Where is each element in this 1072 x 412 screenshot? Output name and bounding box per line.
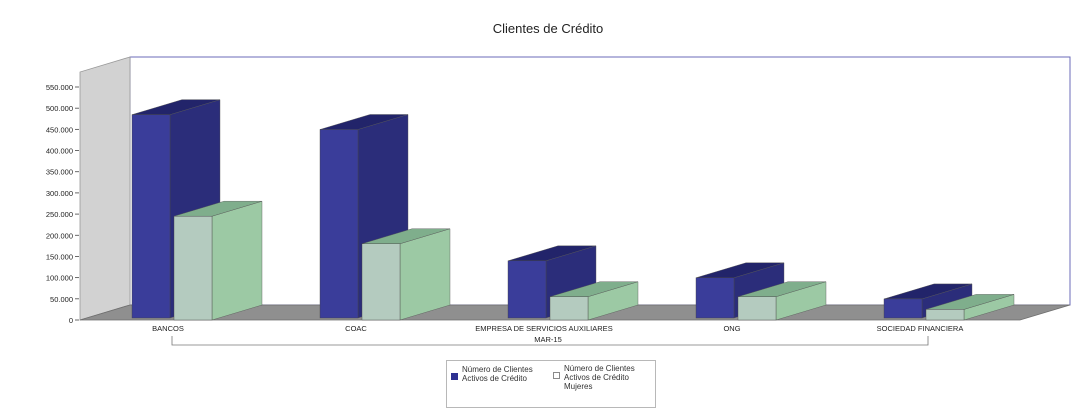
y-tick-label: 50.000 — [50, 295, 73, 304]
y-tick-label: 250.000 — [46, 210, 73, 219]
chart-title: Clientes de Crédito — [493, 21, 604, 36]
y-tick-label: 550.000 — [46, 83, 73, 92]
bar-mujeres-side — [399, 228, 451, 321]
y-tick-label: 400.000 — [46, 147, 73, 156]
bar-mujeres — [173, 200, 263, 321]
bar-clientes-front — [131, 114, 171, 319]
bar-mujeres-front — [173, 216, 213, 321]
y-axis: 550.000 500.000 450.000 400.000 350.000 300.0… — [46, 83, 79, 325]
y-tick-label: 350.000 — [46, 168, 73, 177]
y-tick-label: 300.000 — [46, 189, 73, 198]
chart-legend: Número de Clientes Activos de Crédito Nú… — [446, 360, 656, 408]
legend-label-mujeres: Número de Clientes Activos de Crédito Mu… — [564, 364, 635, 391]
x-category-label: EMPRESA DE SERVICIOS AUXILIARES — [475, 324, 612, 333]
y-tick-label: 150.000 — [46, 252, 73, 261]
back-wall — [129, 56, 1071, 306]
x-category-label: COAC — [345, 324, 367, 333]
y-tick-label: 450.000 — [46, 125, 73, 134]
legend-item-clientes: Número de Clientes Activos de Crédito — [451, 365, 533, 383]
bar-mujeres-front — [361, 243, 401, 321]
legend-label-clientes: Número de Clientes Activos de Crédito — [462, 365, 533, 383]
x-axis: BANCOS COAC EMPRESA DE SERVICIOS AUXILIARE… — [152, 324, 964, 346]
bar-mujeres-side — [211, 200, 263, 321]
legend-swatch-mujeres — [553, 372, 560, 379]
y-tick-label: 200.000 — [46, 231, 73, 240]
group-bracket — [171, 336, 929, 346]
bar-mujeres — [549, 281, 639, 321]
bar-clientes-front — [883, 298, 923, 319]
bar-clientes-front — [319, 129, 359, 319]
bar-clientes-front — [507, 260, 547, 319]
bars — [131, 99, 1015, 321]
x-category-label: BANCOS — [152, 324, 184, 333]
x-category-label: ONG — [723, 324, 740, 333]
bar-mujeres — [361, 228, 451, 321]
y-tick-label: 100.000 — [46, 274, 73, 283]
y-tick-label: 0 — [69, 316, 73, 325]
legend-item-mujeres: Número de Clientes Activos de Crédito Mu… — [553, 364, 635, 391]
left-wall — [79, 56, 131, 321]
bar-mujeres-front — [549, 296, 589, 321]
legend-swatch-clientes — [451, 373, 458, 380]
bar-clientes-front — [695, 277, 735, 319]
bar-mujeres-front — [925, 309, 965, 321]
bar-mujeres — [925, 294, 1015, 321]
bar-mujeres-front — [737, 296, 777, 321]
y-tick-label: 500.000 — [46, 104, 73, 113]
bar-mujeres — [737, 281, 827, 321]
group-label: MAR-15 — [534, 335, 562, 344]
x-category-label: SOCIEDAD FINANCIERA — [877, 324, 964, 333]
